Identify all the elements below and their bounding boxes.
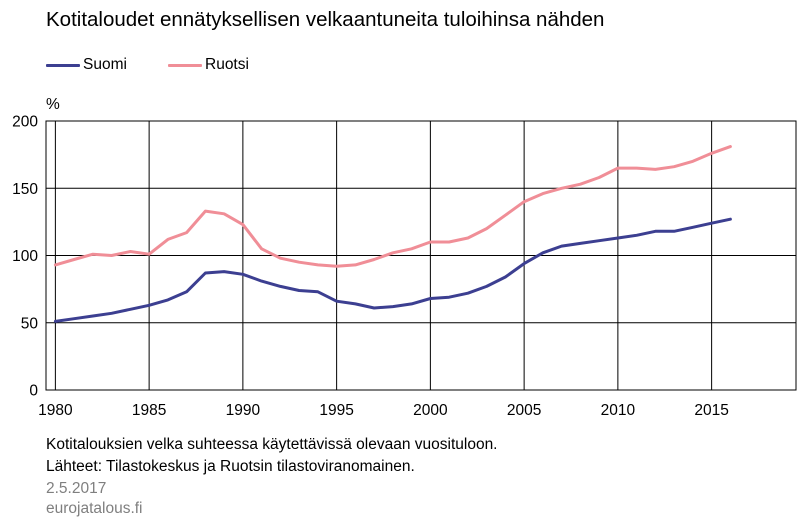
x-tick-label: 1985 [132,402,166,419]
x-tick-label: 2015 [694,402,728,419]
grid [46,121,796,390]
y-tick-label: 200 [12,114,38,131]
y-tick-labels: 0 50 100 150 200 [12,114,38,400]
x-tick-label: 2000 [413,402,448,419]
legend-item-suomi: Suomi [46,56,127,74]
series-line-ruotsi [53,145,732,268]
x-tick-label: 2005 [507,402,541,419]
y-tick-label: 50 [21,315,39,332]
legend-label-suomi: Suomi [83,56,127,73]
y-tick-label: 150 [12,181,38,198]
y-tick-label: 0 [29,383,38,400]
site-name: eurojatalous.fi [46,500,143,517]
x-tick-label: 1980 [38,402,73,419]
sources: Lähteet: Tilastokeskus ja Ruotsin tilast… [46,458,415,475]
legend-item-ruotsi: Ruotsi [168,56,249,74]
y-axis-unit: % [46,96,60,113]
footnote: Kotitalouksien velka suhteessa käytettäv… [46,436,498,453]
x-tick-labels: 1980 1985 1990 1995 2000 2005 2010 2015 [38,402,729,419]
legend-swatch-ruotsi [168,63,202,67]
chart-title: Kotitaloudet ennätyksellisen velkaantune… [46,8,605,31]
legend-swatch-suomi [46,63,80,67]
legend: Suomi Ruotsi [46,56,446,78]
plot-frame [45,120,797,391]
x-tick-label: 2010 [601,402,636,419]
series-lines [53,145,732,323]
series-line-suomi [53,217,732,323]
legend-label-ruotsi: Ruotsi [205,56,249,73]
x-tick-label: 1990 [226,402,261,419]
x-tick-label: 1995 [319,402,353,419]
publish-date: 2.5.2017 [46,480,107,497]
y-tick-label: 100 [12,248,38,265]
